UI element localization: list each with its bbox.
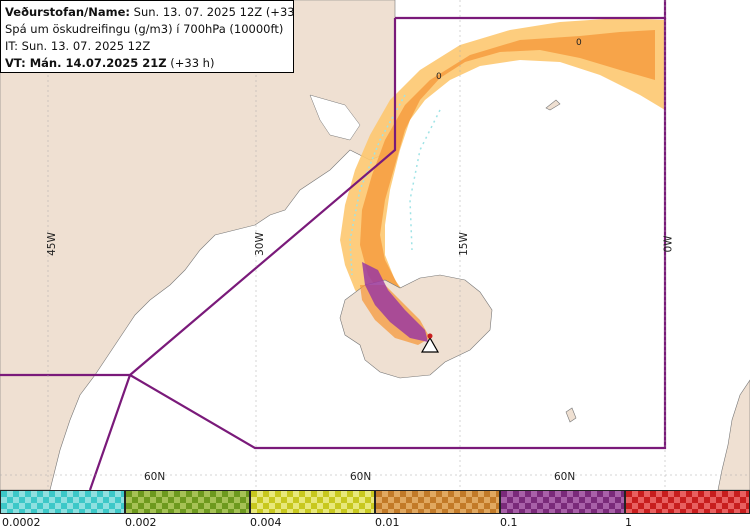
ash-plume-trace-2 <box>409 109 441 251</box>
legend-bin <box>125 490 250 514</box>
lon-label-15w: 15W <box>457 232 470 256</box>
issuer-label: Veðurstofan/Name: <box>5 5 130 19</box>
jan-mayen-island <box>545 99 561 111</box>
legend-ticks: 0.0002 0.002 0.004 0.01 0.1 1 <box>0 516 750 532</box>
legend-bin <box>0 490 125 514</box>
legend-tick: 1 <box>625 516 632 529</box>
forecast-info-box: Veðurstofan/Name: Sun. 13. 07. 2025 12Z … <box>0 0 294 73</box>
ash-dispersion-map <box>0 0 750 490</box>
faroe-islands <box>565 407 577 423</box>
lat-label-60n-center: 60N <box>350 471 372 483</box>
valid-time-label: VT: Mán. 14.07.2025 21Z <box>5 56 167 70</box>
graticule-lines <box>0 0 750 490</box>
norway-coast <box>717 379 750 490</box>
greenland-landmass <box>0 0 396 490</box>
valid-time-offset: (+33 h) <box>170 56 215 70</box>
legend-tick: 0.004 <box>250 516 282 529</box>
legend-bin <box>500 490 625 514</box>
legend-tick: 0.002 <box>125 516 157 529</box>
lon-label-0w: 0W <box>662 235 675 253</box>
legend-bin <box>250 490 375 514</box>
contour-label: 0 <box>576 38 582 48</box>
lat-label-60n-east: 60N <box>554 471 576 483</box>
issuer-value: Sun. 13. 07. 2025 12Z (+33 h) <box>133 5 294 19</box>
lon-label-45w: 45W <box>45 232 58 256</box>
legend-bin <box>625 490 750 514</box>
legend-tick: 0.0002 <box>2 516 41 529</box>
product-description: Spá um öskudreifingu (g/m3) í 700hPa (10… <box>5 22 284 36</box>
lat-label-60n-west: 60N <box>144 471 166 483</box>
ash-plume-trace <box>349 94 406 276</box>
volcano-triangle-icon <box>420 333 440 353</box>
greenland-fjord <box>309 94 361 141</box>
concentration-legend <box>0 490 750 516</box>
lon-label-30w: 30W <box>253 232 266 256</box>
ash-high-concentration <box>362 262 428 342</box>
contour-label: 0 <box>436 72 442 82</box>
legend-bin <box>375 490 500 514</box>
issue-time: IT: Sun. 13. 07. 2025 12Z <box>5 39 151 53</box>
legend-tick: 0.1 <box>500 516 518 529</box>
legend-tick: 0.01 <box>375 516 400 529</box>
